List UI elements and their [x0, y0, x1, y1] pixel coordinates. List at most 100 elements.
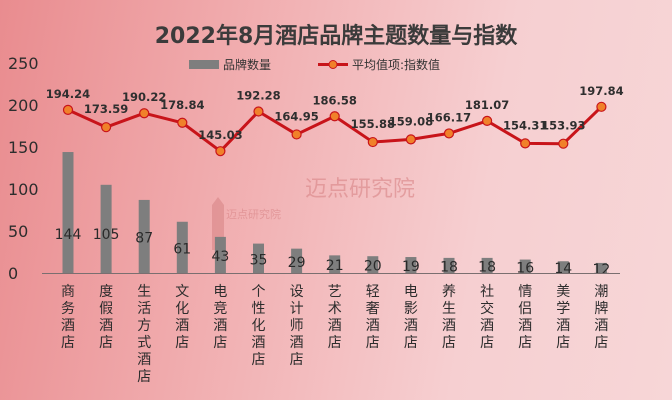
x-axis: 商务酒店度假酒店生活方式酒店文化酒店电竞酒店个性化酒店设计师酒店艺术酒店轻奢酒店… [61, 284, 608, 385]
x-tick-char: 设 [290, 284, 304, 300]
x-tick-char: 店 [99, 335, 113, 351]
line-point [177, 117, 188, 128]
x-tick-char: 牌 [594, 300, 608, 317]
x-tick-char: 潮 [594, 284, 608, 300]
x-tick-char: 商 [61, 284, 75, 300]
x-tick-label: 社交酒店 [480, 284, 494, 351]
x-tick-char: 美 [556, 284, 570, 300]
x-tick-char: 店 [366, 335, 380, 351]
x-tick-char: 性 [252, 301, 266, 317]
line-point [558, 138, 569, 149]
bar [176, 221, 188, 273]
bar [405, 257, 417, 273]
bar-value-label: 105 [93, 227, 120, 243]
x-tick-char: 化 [252, 318, 266, 334]
bar-value-label: 144 [55, 227, 82, 243]
line-point [291, 129, 302, 140]
x-tick-char: 侣 [518, 301, 532, 317]
bar-value-label: 20 [364, 259, 382, 275]
x-tick-char: 店 [290, 352, 304, 368]
x-tick-char: 化 [175, 301, 189, 317]
bar [443, 257, 455, 273]
x-tick-char: 酒 [480, 318, 494, 334]
x-tick-char: 店 [518, 335, 532, 351]
x-tick-label: 轻奢酒店 [366, 284, 380, 351]
bar-value-label: 12 [592, 262, 610, 278]
x-tick-char: 个 [252, 284, 266, 300]
y-tick-label: 200 [8, 96, 39, 115]
chart-title: 2022年8月酒店品牌主题数量与指数 [155, 23, 519, 49]
bar-value-label: 14 [554, 261, 572, 277]
x-tick-char: 生 [137, 284, 151, 300]
line-point [100, 122, 112, 133]
x-tick-char: 店 [137, 369, 151, 385]
x-tick-char: 竞 [213, 300, 227, 317]
line-point [520, 138, 531, 149]
line-value-label: 192.28 [236, 88, 280, 102]
x-tick-char: 酒 [366, 318, 380, 334]
x-tick-char: 计 [290, 301, 304, 317]
x-tick-char: 店 [442, 335, 456, 351]
line-value-label: 153.93 [541, 119, 585, 133]
x-tick-char: 店 [404, 335, 418, 351]
line-value-label: 190.22 [122, 90, 166, 104]
bar [595, 262, 607, 273]
bar-value-label: 18 [478, 259, 496, 275]
x-tick-char: 生 [442, 301, 456, 317]
x-tick-char: 酒 [442, 318, 456, 334]
bar-value-label: 35 [250, 252, 268, 268]
x-tick-char: 店 [556, 335, 570, 351]
x-tick-label: 生活方式酒店 [137, 284, 151, 385]
x-tick-label: 度假酒店 [99, 284, 113, 351]
bar-value-label: 29 [288, 255, 306, 271]
watermark-large: 迈点研究院 [305, 177, 415, 202]
x-tick-label: 商务酒店 [61, 284, 75, 351]
x-tick-char: 式 [137, 335, 151, 351]
x-tick-label: 养生酒店 [442, 284, 456, 351]
y-tick-label: 0 [8, 264, 18, 283]
x-tick-char: 店 [213, 335, 227, 351]
x-tick-char: 酒 [252, 335, 266, 351]
bar [329, 255, 341, 273]
x-tick-label: 设计师酒店 [290, 284, 304, 368]
y-axis: 0 50 100 150 200 250 [8, 54, 39, 283]
x-tick-char: 活 [137, 301, 151, 317]
legend: 品牌数量 平均值项:指数值 [189, 57, 440, 72]
line-point [367, 136, 378, 148]
x-tick-char: 情 [518, 284, 532, 300]
line-value-label: 194.24 [46, 87, 90, 101]
line-point [215, 146, 226, 157]
x-tick-label: 美学酒店 [556, 284, 570, 351]
line-value-label: 186.58 [313, 93, 357, 107]
line-point [405, 134, 416, 145]
x-tick-label: 艺术酒店 [328, 284, 342, 351]
line-point [329, 111, 340, 122]
x-tick-char: 方 [137, 318, 151, 334]
line-value-label: 159.08 [389, 114, 433, 128]
x-tick-char: 社 [480, 284, 494, 300]
line-value-label: 145.03 [198, 128, 242, 142]
x-tick-char: 酒 [518, 318, 532, 334]
x-tick-char: 学 [556, 301, 570, 317]
x-tick-char: 店 [594, 335, 608, 351]
x-tick-char: 养 [442, 284, 456, 300]
x-tick-char: 假 [99, 301, 113, 317]
x-tick-char: 酒 [594, 318, 608, 334]
bar [557, 261, 569, 273]
legend-bar-swatch [189, 60, 219, 69]
x-tick-char: 文 [175, 284, 189, 300]
y-tick-label: 150 [8, 138, 39, 157]
x-tick-char: 酒 [290, 335, 304, 351]
watermark-small: 迈点研究院 [226, 207, 281, 221]
line-value-label: 155.88 [351, 117, 395, 131]
x-tick-char: 酒 [99, 318, 113, 334]
watermark-logo [212, 197, 224, 250]
bar [138, 199, 150, 273]
line-value-label: 173.59 [84, 102, 128, 116]
bar-value-label: 87 [135, 230, 153, 246]
bar-series: 144 105 87 61 43 35 29 21 20 19 18 18 16 14 12 [42, 152, 620, 278]
bar-value-label: 16 [516, 260, 534, 276]
